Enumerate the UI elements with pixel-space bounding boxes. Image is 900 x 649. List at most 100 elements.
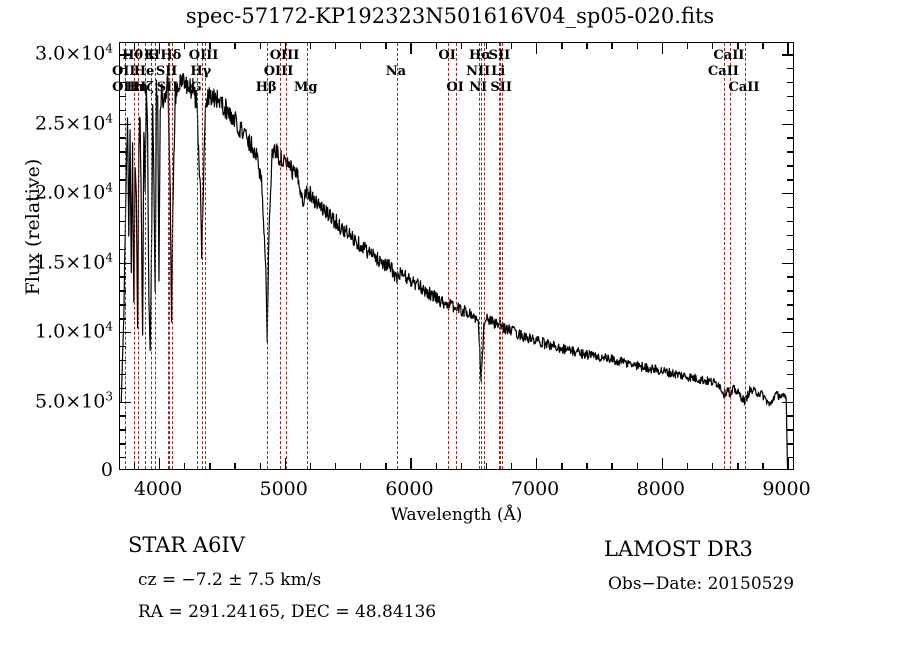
line-label: SII [155,64,178,79]
line-label: Li [491,64,506,79]
tick-mark [360,463,362,469]
line-marker [724,43,726,469]
tick-mark [561,463,563,469]
y-axis-title: Flux (relative) [22,158,44,296]
tick-mark [259,43,261,49]
coordinates-label: RA = 291.24165, DEC = 48.84136 [138,602,437,622]
tick-mark [360,43,362,49]
tick-mark [309,43,312,49]
tick-mark [787,373,793,376]
line-label: Hθ [122,48,144,63]
tick-mark [460,43,463,49]
tick-mark [120,54,131,56]
tick-mark [158,458,161,469]
tick-mark [561,43,563,49]
tick-mark [120,318,126,320]
tick-mark [410,458,412,469]
tick-mark [510,463,513,469]
tick-mark [782,332,793,334]
tick-mark [686,43,689,49]
line-label: He [133,64,155,79]
line-label: K [144,48,156,63]
x-tick-label: 8000 [636,478,685,500]
tick-mark [485,43,488,49]
tick-mark [787,290,793,292]
tick-mark [782,262,793,264]
tick-mark [787,443,793,445]
tick-mark [636,463,638,469]
y-tick-label: 2.0×104 [35,180,113,204]
line-marker [133,43,135,469]
tick-mark [120,68,126,70]
tick-mark [120,373,126,376]
tick-mark [133,463,136,469]
y-tick-label: 0 [100,459,113,481]
line-label: H [147,48,161,63]
tick-mark [120,234,126,237]
line-label: SII [490,80,512,95]
x-tick-label: 7000 [510,478,560,500]
line-marker [396,43,398,469]
tick-mark [120,95,126,98]
tick-mark [259,463,261,469]
tick-mark [385,43,387,49]
tick-mark [787,109,793,112]
line-marker [285,43,287,469]
line-label: Na [385,64,407,79]
tick-mark [120,81,126,84]
tick-mark [435,463,437,469]
tick-mark [120,165,126,167]
tick-mark [234,43,236,49]
line-marker [500,43,502,469]
tick-mark [787,151,793,153]
tick-mark [158,43,161,54]
line-marker [481,43,483,469]
line-marker [168,43,170,469]
x-tick-label: 4000 [133,478,183,500]
tick-mark [787,248,793,251]
tick-mark [120,151,126,153]
line-label: Hζ [134,80,154,95]
y-tick-label: 2.5×104 [35,110,113,135]
tick-mark [120,220,126,223]
line-marker [197,43,199,469]
tick-mark [184,43,186,49]
x-tick-label: 9000 [762,478,811,500]
tick-mark [120,415,126,417]
page-title: spec-57172-KP192323N501616V04_sp05-020.f… [185,4,715,28]
tick-mark [787,304,793,306]
line-marker [499,43,501,469]
plot-frame [119,42,794,470]
line-marker [145,43,146,469]
line-marker [150,43,152,469]
tick-mark [712,43,714,49]
tick-mark [120,387,126,389]
tick-mark [787,429,793,431]
tick-mark [284,458,287,469]
tick-mark [787,359,793,362]
tick-mark [120,179,126,181]
line-marker [267,43,269,469]
line-marker [138,43,140,469]
tick-mark [485,463,488,469]
tick-mark [787,276,793,278]
tick-mark [120,206,126,209]
line-label: Hβ [255,80,277,95]
tick-mark [787,137,793,139]
tick-mark [120,429,126,431]
tick-mark [510,43,513,49]
tick-mark [782,123,793,125]
tick-mark [309,463,312,469]
line-label: SII [488,48,511,63]
line-label: G [190,80,202,95]
line-label: NII [466,64,491,79]
tick-mark [787,457,793,459]
tick-mark [762,43,764,49]
tick-mark [782,54,793,56]
line-label: Hη [126,80,149,95]
tick-mark [737,43,739,49]
tick-mark [536,43,538,54]
tick-mark [787,95,793,98]
line-label: CaII [707,64,739,79]
line-marker [279,43,281,469]
